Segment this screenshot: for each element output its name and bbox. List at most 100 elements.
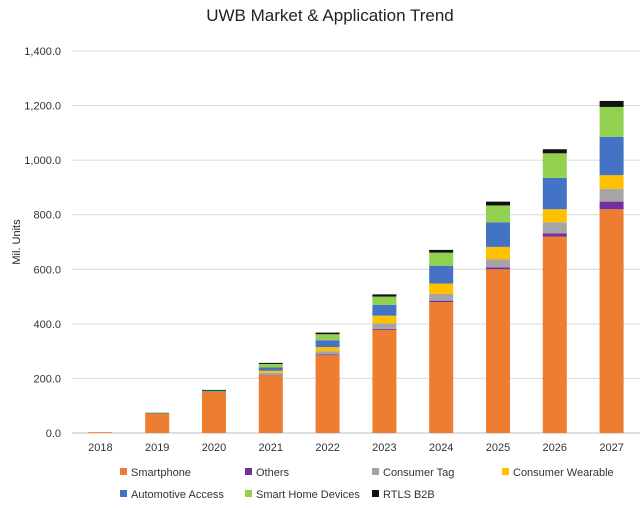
bar-segment xyxy=(429,265,454,284)
bar-segment xyxy=(599,209,624,433)
bar-segment xyxy=(429,293,454,301)
y-tick-label: 1,000.0 xyxy=(24,155,61,167)
x-tick-label: 2023 xyxy=(372,442,396,454)
y-tick-label: 600.0 xyxy=(33,264,61,276)
bar-segment xyxy=(542,233,567,237)
legend-swatch xyxy=(245,490,252,497)
bar-segment xyxy=(542,236,567,433)
bar-segment xyxy=(542,209,567,223)
bars xyxy=(88,100,624,433)
legend-label: Others xyxy=(256,467,290,479)
legend-label: Consumer Wearable xyxy=(513,467,614,479)
legend: Smartphone Others Consumer Tag Consumer Wea… xyxy=(120,467,614,501)
bar-segment xyxy=(429,300,454,303)
bar-segment xyxy=(372,323,397,329)
legend-item: Consumer Wearable xyxy=(502,467,614,479)
bar-segment xyxy=(429,249,454,253)
legend-swatch xyxy=(245,468,252,475)
bar-segment xyxy=(372,296,397,305)
bar-segment xyxy=(372,329,397,433)
bar-segment xyxy=(145,413,170,433)
bar-segment xyxy=(599,106,624,137)
x-tick-label: 2022 xyxy=(315,442,339,454)
y-axis-title: Mil. Units xyxy=(11,219,23,265)
legend-label: RTLS B2B xyxy=(383,489,435,501)
bar-segment xyxy=(486,205,510,223)
bar-segment xyxy=(315,354,340,356)
x-axis: 2018 2019 2020 2021 2022 2023 2024 2025 2026 2027 xyxy=(88,442,624,454)
bar-segment xyxy=(315,351,340,355)
y-axis: 0.0 200.0 400.0 600.0 800.0 1,000.0 1,200.0 1,4… xyxy=(24,46,61,440)
bar-segment xyxy=(145,413,170,414)
legend-label: Automotive Access xyxy=(131,489,224,501)
bar-segment xyxy=(486,267,510,270)
bar-segment xyxy=(599,136,624,176)
bar-segment xyxy=(429,283,454,294)
legend-label: Smart Home Devices xyxy=(256,489,360,501)
legend-swatch xyxy=(120,468,127,475)
bar-segment xyxy=(258,370,283,373)
bar-segment xyxy=(486,259,510,268)
bar-segment xyxy=(202,389,226,391)
grid xyxy=(72,50,640,434)
bar-segment xyxy=(486,222,510,247)
x-tick-label: 2026 xyxy=(543,442,567,454)
legend-swatch xyxy=(372,468,379,475)
legend-item: Automotive Access xyxy=(120,489,224,501)
x-tick-label: 2024 xyxy=(429,442,453,454)
legend-label: Smartphone xyxy=(131,467,191,479)
bar-segment xyxy=(202,391,226,393)
bar-segment xyxy=(258,362,283,364)
bar-segment xyxy=(202,392,226,433)
bar-segment xyxy=(258,372,283,376)
x-tick-label: 2018 xyxy=(88,442,112,454)
legend-item: Smartphone xyxy=(120,467,191,479)
y-tick-label: 400.0 xyxy=(33,319,61,331)
chart-title: UWB Market & Application Trend xyxy=(206,6,454,25)
x-tick-label: 2025 xyxy=(486,442,510,454)
bar-segment xyxy=(258,375,283,433)
bar-segment xyxy=(486,201,510,206)
x-tick-label: 2027 xyxy=(599,442,623,454)
bar-segment xyxy=(599,188,624,202)
bar-segment xyxy=(202,390,226,392)
bar-segment xyxy=(599,201,624,210)
bar-segment xyxy=(315,332,340,335)
bar-segment xyxy=(429,252,454,266)
bar-segment xyxy=(486,246,510,260)
y-tick-label: 800.0 xyxy=(33,210,61,222)
bar-segment xyxy=(542,177,567,210)
legend-item: Others xyxy=(245,467,290,479)
x-tick-label: 2021 xyxy=(259,442,283,454)
bar-segment xyxy=(315,334,340,341)
bar-segment xyxy=(145,412,170,414)
bar-segment xyxy=(486,269,510,433)
y-tick-label: 1,400.0 xyxy=(24,46,61,58)
bar-segment xyxy=(542,222,567,234)
x-tick-label: 2020 xyxy=(202,442,226,454)
bar-segment xyxy=(372,304,397,316)
bar-segment xyxy=(315,340,340,348)
legend-swatch xyxy=(502,468,509,475)
bar-segment xyxy=(258,375,283,376)
bar-segment xyxy=(315,355,340,433)
legend-item: Smart Home Devices xyxy=(245,489,360,501)
x-tick-label: 2019 xyxy=(145,442,169,454)
bar-segment xyxy=(315,347,340,352)
legend-item: Consumer Tag xyxy=(372,467,454,479)
bar-segment xyxy=(429,302,454,433)
bar-segment xyxy=(599,100,624,107)
bar-segment xyxy=(372,315,397,324)
legend-label: Consumer Tag xyxy=(383,467,454,479)
bar-segment xyxy=(258,363,283,368)
bar-segment xyxy=(542,149,567,154)
legend-swatch xyxy=(372,490,379,497)
bar-segment xyxy=(258,367,283,371)
y-tick-label: 200.0 xyxy=(33,373,61,385)
bar-segment xyxy=(88,432,113,433)
bar-segment xyxy=(372,328,397,330)
y-tick-label: 0.0 xyxy=(46,428,61,440)
bar-segment xyxy=(542,153,567,178)
